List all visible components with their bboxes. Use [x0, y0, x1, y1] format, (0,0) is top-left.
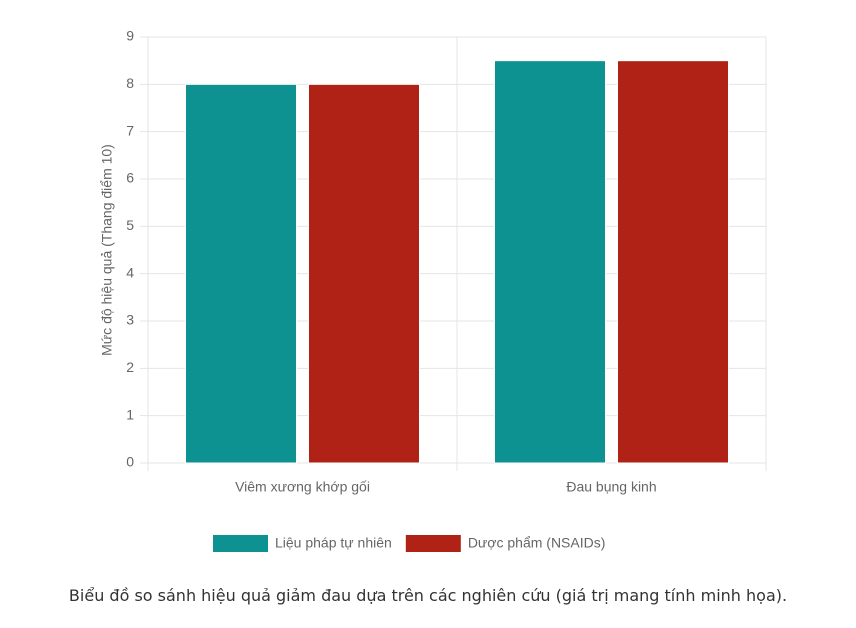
y-tick-label: 3 [126, 312, 134, 328]
x-tick-label: Viêm xương khớp gối [235, 479, 370, 495]
chart: Mức độ hiệu quả (Thang điểm 10) 0 1 2 3 4 5 6 7… [99, 28, 767, 552]
y-tick-label: 8 [126, 75, 134, 91]
y-tick-label: 4 [126, 264, 134, 280]
bar [185, 83, 297, 464]
y-tick-label: 7 [126, 122, 134, 138]
legend-swatch [405, 535, 461, 552]
legend: Liệu pháp tự nhiên Dược phẩm (NSAIDs) [213, 535, 605, 552]
bar [308, 83, 420, 464]
y-axis-label: Mức độ hiệu quả (Thang điểm 10) [99, 144, 115, 356]
caption: Biểu đồ so sánh hiệu quả giảm đau dựa tr… [68, 586, 788, 605]
bar [617, 60, 729, 464]
y-tick-label: 0 [126, 454, 134, 470]
y-tick-label: 9 [126, 28, 134, 44]
y-tick-label: 2 [126, 359, 134, 375]
page: Mức độ hiệu quả (Thang điểm 10) 0 1 2 3 4 5 6 7… [68, 27, 788, 605]
legend-label: Liệu pháp tự nhiên [275, 535, 392, 551]
x-tick-label: Đau bụng kinh [566, 479, 656, 495]
y-tick-label: 6 [126, 170, 134, 186]
legend-swatch [213, 535, 268, 552]
bar [494, 60, 606, 464]
y-tick-label: 5 [126, 217, 134, 233]
y-tick-label: 1 [126, 406, 134, 422]
legend-label: Dược phẩm (NSAIDs) [468, 535, 606, 551]
